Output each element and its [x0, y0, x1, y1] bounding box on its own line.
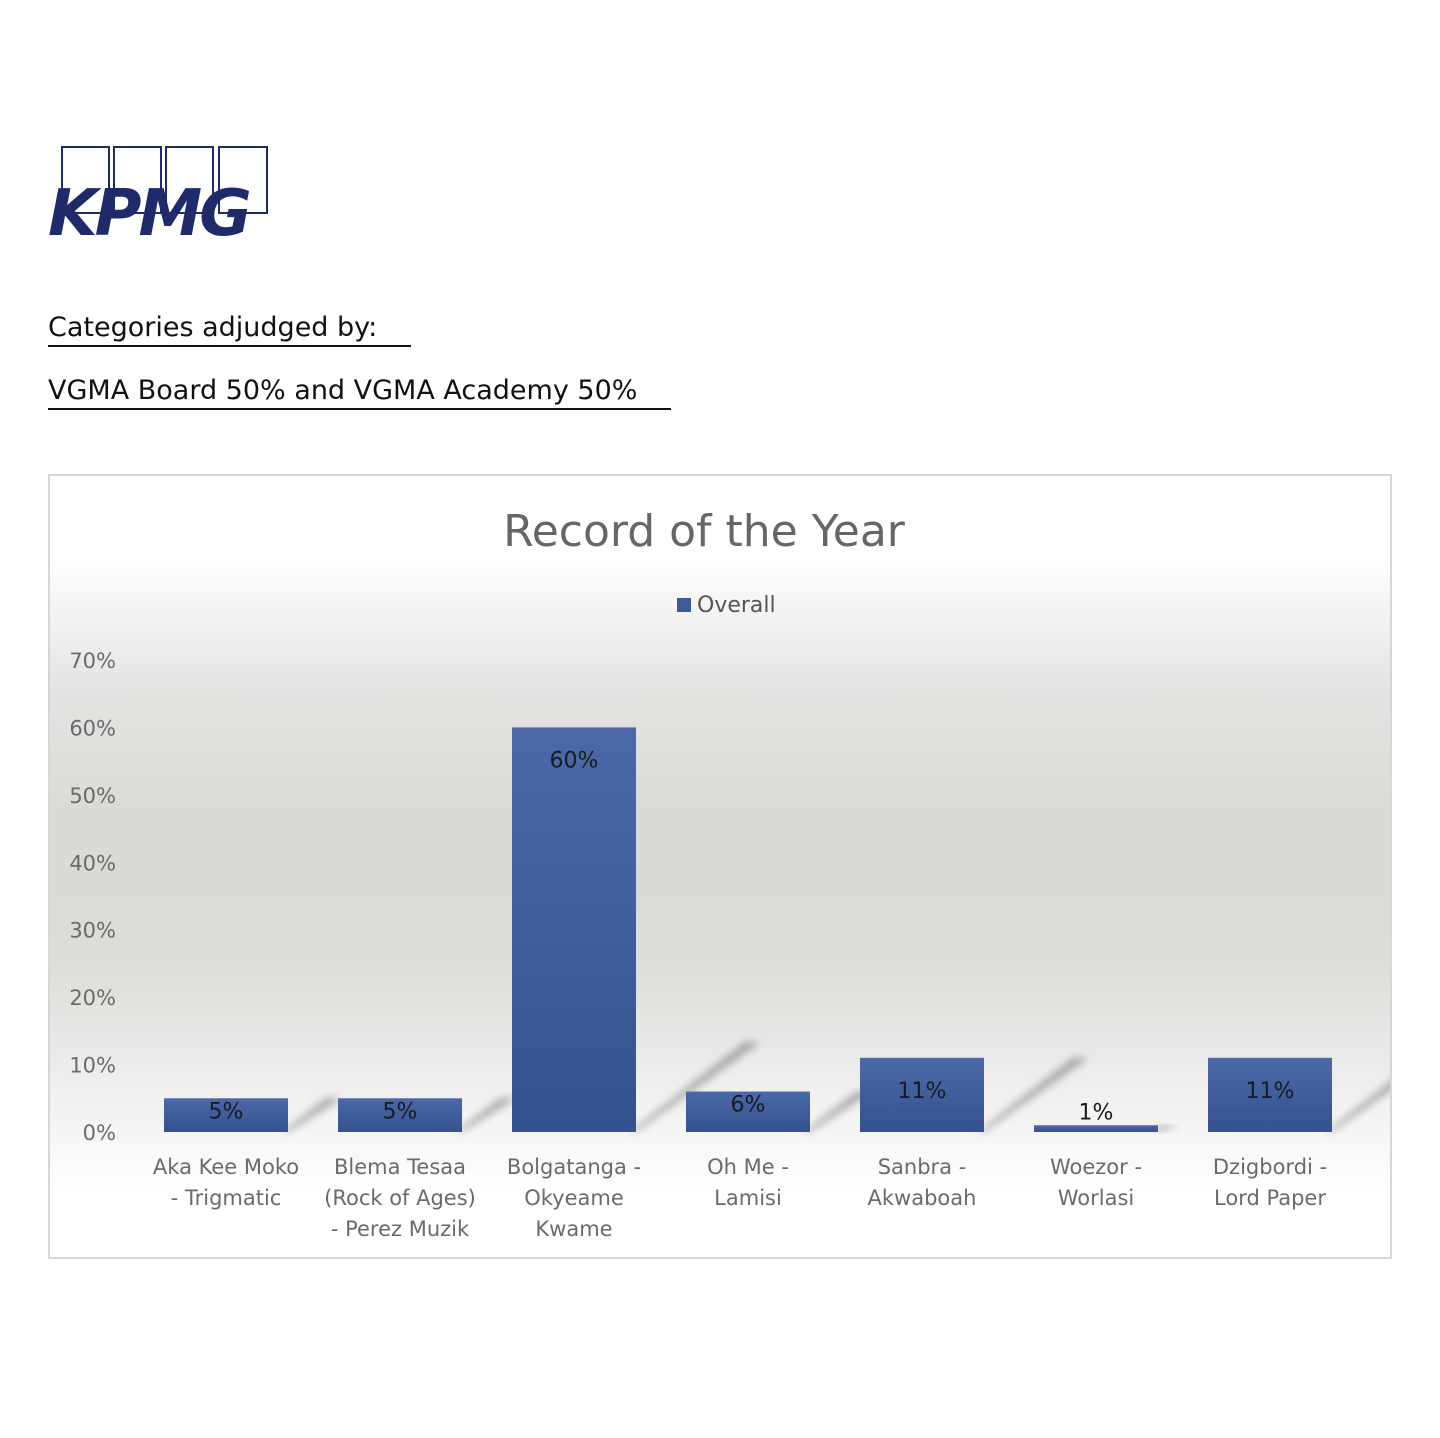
- bar-value-label: 5%: [383, 1099, 418, 1124]
- legend-label: Overall: [697, 593, 776, 618]
- x-axis: Aka Kee Moko - Trigmatic Blema Tesaa (Rock …: [153, 1155, 1327, 1241]
- y-tick-label: 20%: [69, 986, 116, 1010]
- bar: [686, 1091, 810, 1132]
- adjudication-detail: VGMA Board 50% and VGMA Academy 50%: [48, 375, 672, 410]
- bar-shadow: [804, 1091, 873, 1132]
- chart-container: Record of the Year Overall 0% 10% 20% 30% 40…: [48, 474, 1392, 1259]
- bar: [1034, 1125, 1158, 1132]
- bar: [338, 1098, 462, 1132]
- bar-value-label: 1%: [1079, 1100, 1114, 1125]
- bar-shadow: [630, 1042, 761, 1132]
- kpmg-logo-boxes: [61, 146, 268, 214]
- bar-value-label: 60%: [550, 748, 599, 773]
- bar-shadow: [1152, 1125, 1179, 1132]
- bar-value-label: 11%: [898, 1079, 947, 1104]
- bar: [512, 727, 636, 1132]
- x-category-label: Blema Tesaa (Rock of Ages) - Perez Muzik: [324, 1155, 476, 1241]
- bar: [1208, 1057, 1332, 1132]
- x-category-label: Dzigbordi -Lord Paper: [1213, 1155, 1327, 1210]
- kpmg-logo-text: KPMG: [48, 177, 252, 251]
- kpmg-logo: KPMG: [48, 146, 278, 246]
- x-category-label: Sanbra -Akwaboah: [868, 1155, 977, 1210]
- bar: [860, 1057, 984, 1132]
- legend-swatch: [677, 598, 691, 612]
- bar-shadow: [282, 1098, 343, 1132]
- bar-shadow: [456, 1098, 517, 1132]
- x-category-label: Aka Kee Moko - Trigmatic: [153, 1155, 299, 1210]
- bar-shadow: [978, 1057, 1089, 1132]
- x-category-label: Woezor -Worlasi: [1050, 1155, 1142, 1210]
- y-tick-label: 30%: [69, 919, 116, 943]
- y-tick-label: 60%: [69, 716, 116, 740]
- bars: [164, 727, 1332, 1132]
- y-tick-label: 10%: [69, 1054, 116, 1078]
- y-axis: 0% 10% 20% 30% 40% 50% 60% 70%: [69, 649, 116, 1145]
- bar-labels: 5% 5% 60% 6% 11% 1% 11%: [209, 748, 1295, 1125]
- y-tick-label: 50%: [69, 784, 116, 808]
- bar-value-label: 11%: [1246, 1079, 1295, 1104]
- x-category-label: Oh Me -Lamisi: [707, 1155, 789, 1210]
- bar: [164, 1098, 288, 1132]
- bar-shadow: [1326, 1081, 1390, 1132]
- x-category-label: Bolgatanga -Okyeame Kwame: [507, 1155, 641, 1241]
- bar-value-label: 6%: [731, 1093, 766, 1118]
- y-tick-label: 40%: [69, 851, 116, 875]
- y-tick-label: 70%: [69, 649, 116, 673]
- chart-title: Record of the Year: [503, 506, 906, 557]
- adjudication-heading: Categories adjudged by:: [48, 312, 412, 347]
- legend: Overall: [677, 593, 776, 618]
- y-tick-label: 0%: [83, 1121, 116, 1145]
- bar-shadows: [282, 1042, 1390, 1132]
- bar-value-label: 5%: [209, 1099, 244, 1124]
- bar-chart: Record of the Year Overall 0% 10% 20% 30% 40…: [69, 506, 1390, 1241]
